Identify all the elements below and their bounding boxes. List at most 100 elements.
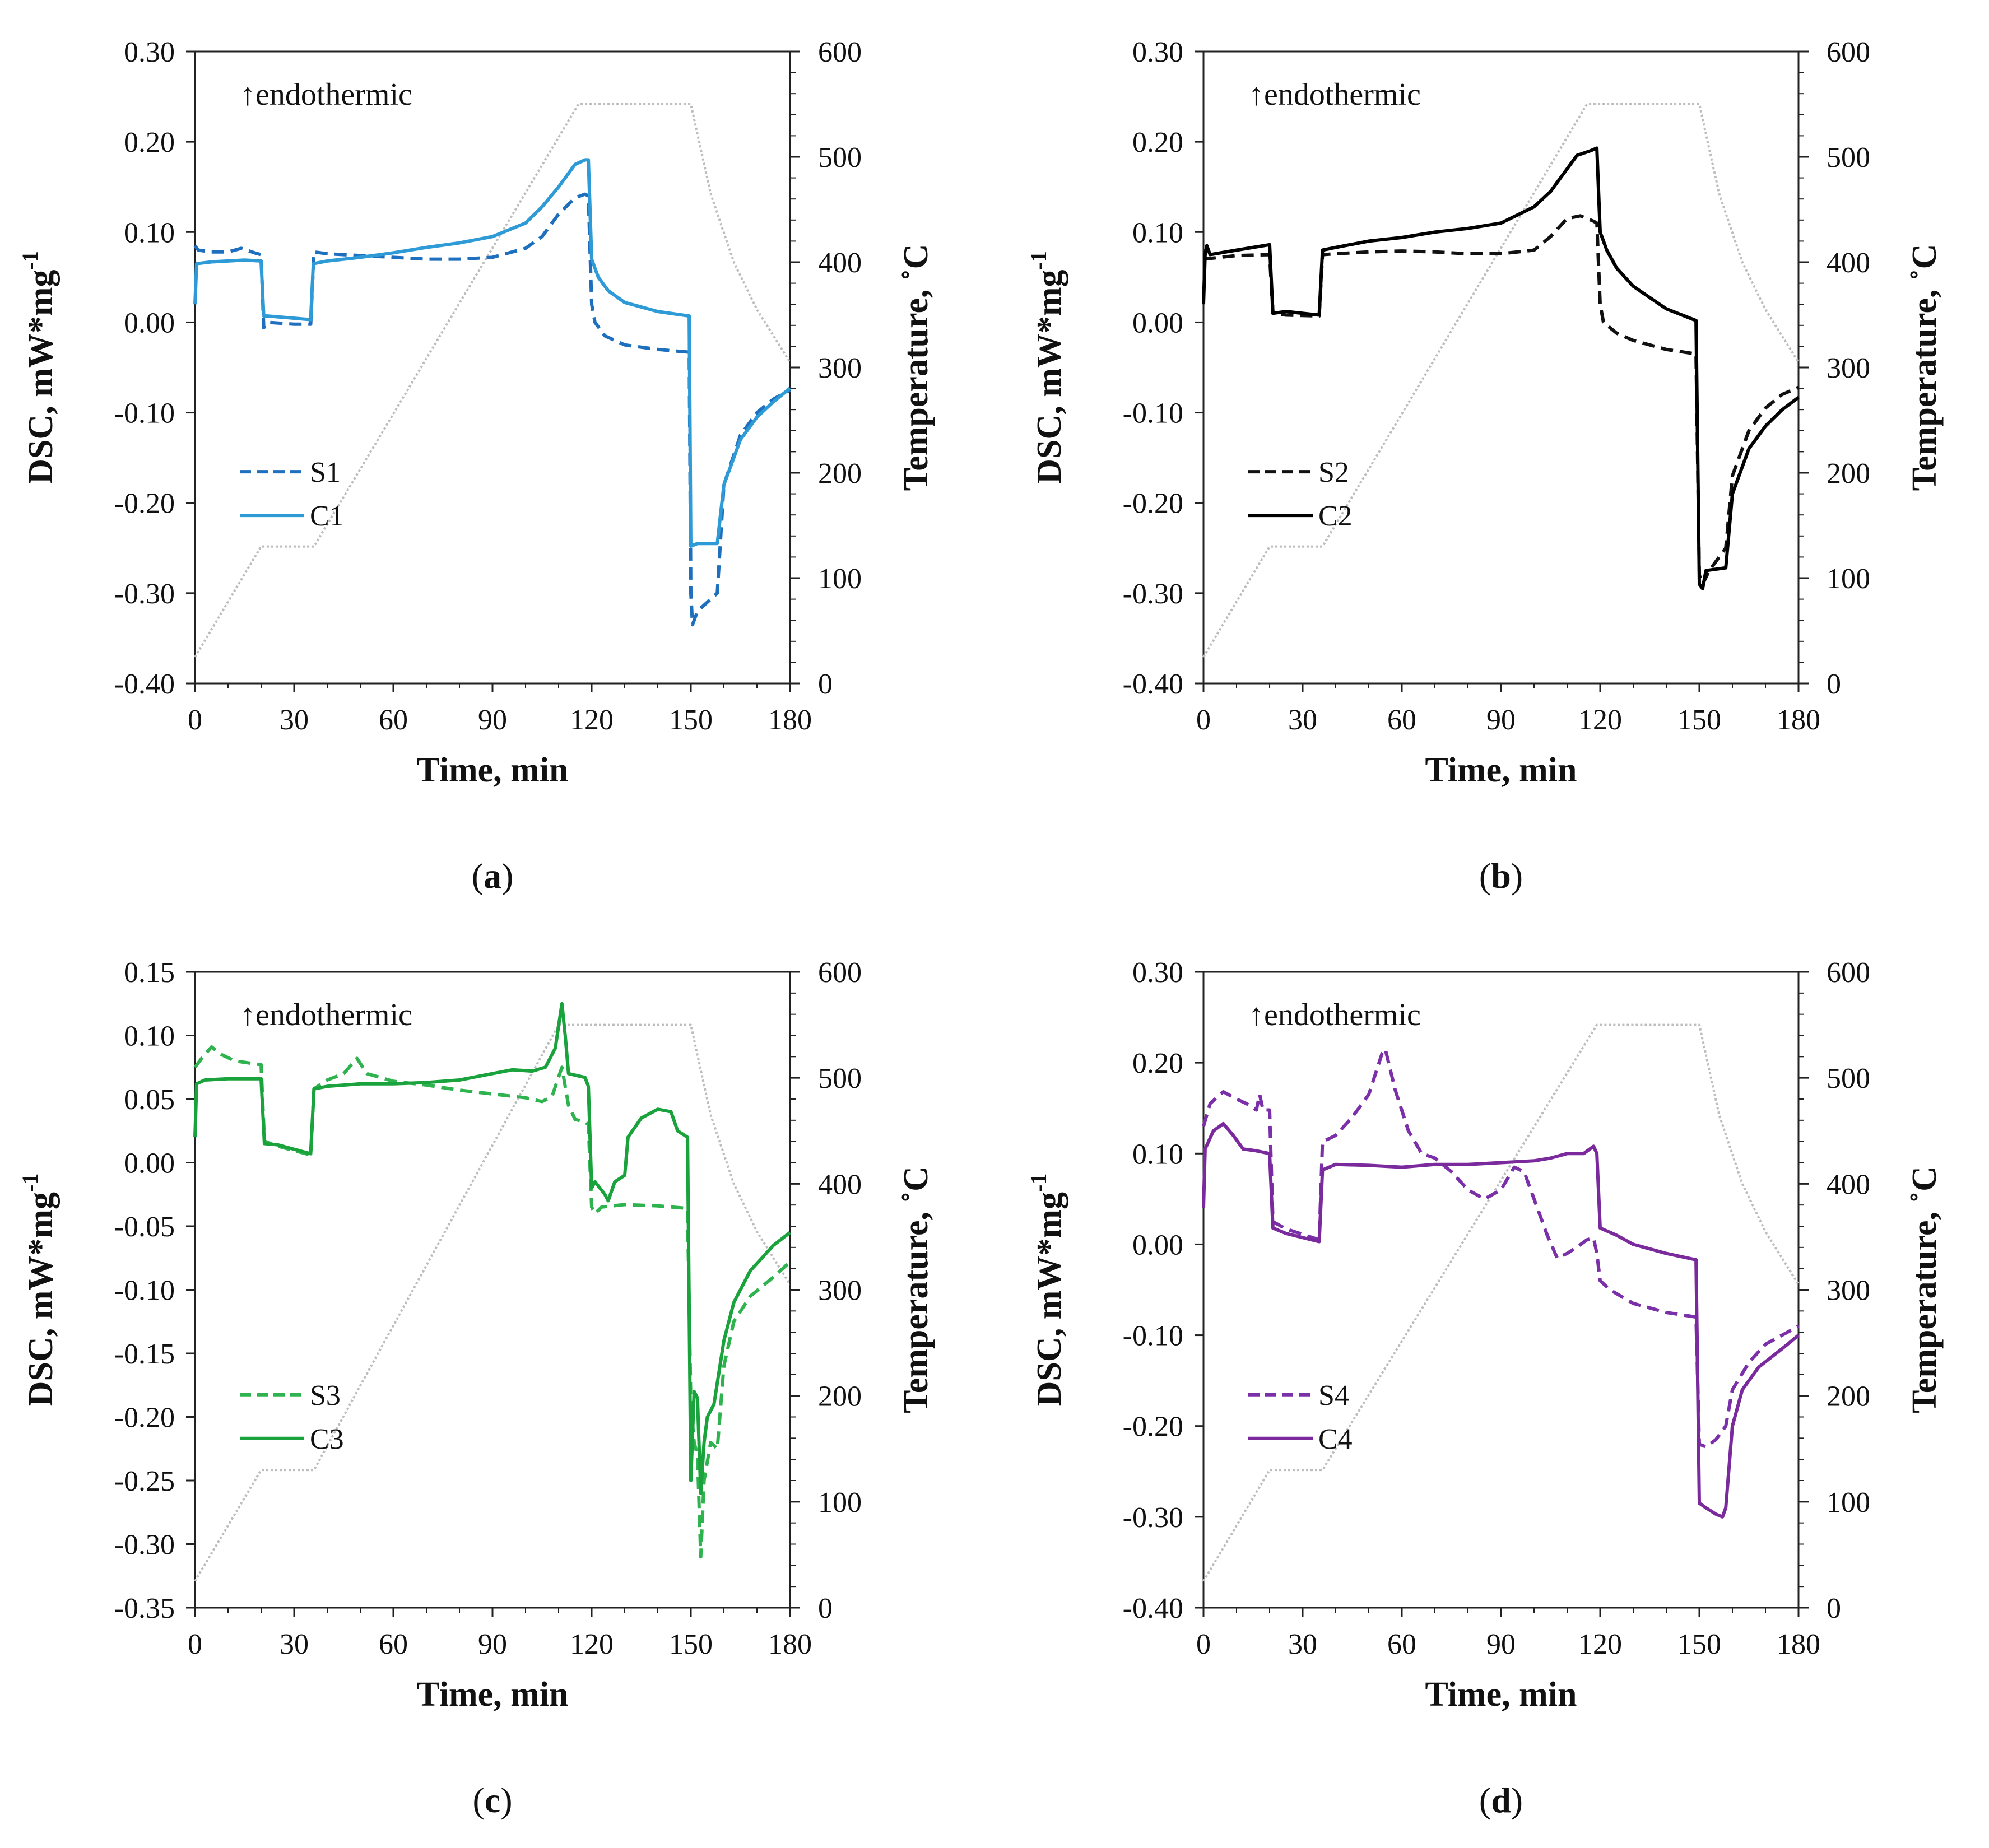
panel-caption-close: ) — [500, 1780, 512, 1820]
x-tick-label: 120 — [570, 1628, 614, 1660]
legend-label-c2: C2 — [1318, 500, 1353, 532]
x-tick-label: 60 — [1387, 704, 1416, 736]
legend-label-c4: C4 — [1318, 1423, 1353, 1455]
legend-label-s2: S2 — [1318, 457, 1349, 488]
series-line-c1 — [193, 158, 791, 548]
series-line-s4 — [1202, 1047, 1800, 1449]
plot-frame — [1202, 971, 1800, 1609]
x-tick-label: 150 — [669, 704, 713, 736]
y-tick-label: 0.10 — [1132, 217, 1183, 249]
series-line-c3 — [193, 1002, 791, 1495]
x-tick-label: 150 — [669, 1628, 713, 1660]
panel-caption: (c) — [472, 1780, 512, 1820]
y2-axis-title: Temperature, ˚C — [897, 244, 935, 491]
y-axis-title: DSC, mW*mg-1 — [17, 251, 60, 484]
panel-caption-close: ) — [501, 856, 513, 896]
panel-caption-open: ( — [472, 1780, 484, 1820]
x-tick-label: 150 — [1677, 1628, 1721, 1660]
x-axis-title: Time, min — [1425, 751, 1577, 789]
series-line-s1 — [193, 192, 791, 627]
y2-tick-label: 300 — [818, 352, 862, 384]
y2-axis-title: Temperature, ˚C — [897, 1166, 935, 1413]
series-line-temperature — [194, 103, 791, 658]
legend-label-s3: S3 — [310, 1380, 341, 1412]
y-tick-label: -0.40 — [114, 668, 175, 700]
y-tick-label: -0.40 — [1123, 1593, 1183, 1624]
y-tick-label: 0.00 — [124, 1148, 175, 1180]
legend-label-s1: S1 — [310, 457, 341, 488]
y-tick-label: -0.30 — [114, 1529, 175, 1561]
y2-tick-label: 0 — [1827, 668, 1841, 700]
y2-tick-label: 200 — [818, 458, 862, 490]
y2-tick-label: 500 — [1827, 142, 1870, 174]
x-tick-label: 30 — [280, 704, 309, 736]
x-tick-label: 90 — [478, 1628, 507, 1660]
y2-tick-label: 300 — [818, 1275, 862, 1307]
y-axis-title-main: DSC, mW*mg — [22, 270, 60, 484]
x-tick-label: 0 — [1196, 1628, 1211, 1660]
x-tick-label: 180 — [1777, 1628, 1820, 1660]
y-axis-title: DSC, mW*mg-1 — [17, 1174, 60, 1407]
y-tick-label: 0.20 — [1132, 1048, 1183, 1079]
y2-tick-label: 500 — [818, 142, 862, 174]
x-tick-label: 0 — [188, 704, 202, 736]
x-tick-label: 30 — [1288, 1628, 1317, 1660]
x-tick-label: 120 — [1578, 704, 1622, 736]
panel-c: 0 30 60 90 120 150 180 0.15 0.10 0.05 0.00 -0.05 -0.… — [17, 957, 935, 1820]
y2-tick-label: 0 — [818, 1593, 833, 1624]
endothermic-annotation: ↑endothermic — [240, 77, 412, 112]
y-axis-title-superscript: -1 — [17, 251, 43, 269]
y-tick-label: -0.10 — [114, 398, 175, 430]
y2-tick-label: 100 — [818, 563, 862, 595]
y-axis-title-superscript: -1 — [17, 1174, 43, 1192]
series-line-temperature — [1202, 1023, 1800, 1582]
series-line-c2 — [1202, 146, 1800, 590]
panel-caption-letter: c — [485, 1780, 500, 1820]
x-axis-title: Time, min — [1425, 1675, 1577, 1714]
y2-axis-title: Temperature, ˚C — [1906, 1166, 1944, 1413]
panel-b: 0 30 60 90 120 150 180 0.30 0.20 0.10 0.00 -0.10 -0.… — [1026, 36, 1944, 896]
x-tick-label: 0 — [188, 1628, 202, 1660]
y2-tick-label: 600 — [1827, 957, 1870, 989]
x-axis-title: Time, min — [417, 1675, 569, 1714]
panel-caption-open: ( — [1479, 856, 1491, 896]
series-line-temperature — [194, 1023, 791, 1582]
y2-tick-label: 500 — [1827, 1063, 1870, 1095]
legend-label-c1: C1 — [310, 500, 344, 532]
y-tick-label: -0.25 — [114, 1465, 175, 1497]
y-tick-label: 0.30 — [1132, 36, 1183, 68]
y2-tick-label: 600 — [1827, 36, 1870, 68]
panel-caption: (d) — [1479, 1780, 1523, 1820]
y-axis-title-superscript: -1 — [1026, 251, 1051, 269]
legend-label-c3: C3 — [310, 1423, 344, 1455]
y2-tick-label: 100 — [1827, 563, 1870, 595]
panel-caption-letter: b — [1491, 856, 1511, 896]
y2-tick-label: 200 — [818, 1381, 862, 1413]
y-tick-label: 0.05 — [124, 1084, 175, 1116]
y-tick-label: -0.20 — [1123, 1411, 1183, 1443]
y-tick-label: -0.40 — [1123, 668, 1183, 700]
y-tick-label: 0.00 — [1132, 307, 1183, 339]
y2-tick-label: 100 — [1827, 1487, 1870, 1519]
y-tick-label: -0.20 — [114, 488, 175, 520]
y-tick-label: -0.10 — [114, 1275, 175, 1307]
x-tick-label: 60 — [379, 704, 408, 736]
y2-tick-label: 100 — [818, 1487, 862, 1519]
y2-tick-label: 400 — [818, 247, 862, 279]
x-tick-label: 90 — [1486, 1628, 1516, 1660]
panel-a: 0 30 60 90 120 150 180 0.30 0.20 0.10 0.00 -0.10 -0.… — [17, 36, 935, 896]
y-tick-label: -0.35 — [114, 1593, 175, 1624]
y2-tick-label: 200 — [1827, 1381, 1870, 1413]
y-tick-label: 0.20 — [1132, 127, 1183, 159]
y-tick-label: -0.15 — [114, 1338, 175, 1370]
panel-caption-close: ) — [1511, 1780, 1523, 1820]
panel-caption-open: ( — [1479, 1780, 1491, 1820]
y2-tick-label: 0 — [818, 668, 833, 700]
y-tick-label: -0.05 — [114, 1211, 175, 1243]
y-axis-title: DSC, mW*mg-1 — [1026, 1174, 1068, 1407]
y-tick-label: 0.10 — [124, 1021, 175, 1053]
panel-caption-letter: d — [1491, 1780, 1511, 1820]
endothermic-annotation: ↑endothermic — [1248, 998, 1421, 1032]
x-tick-label: 30 — [280, 1628, 309, 1660]
y-tick-label: 0.10 — [1132, 1138, 1183, 1170]
